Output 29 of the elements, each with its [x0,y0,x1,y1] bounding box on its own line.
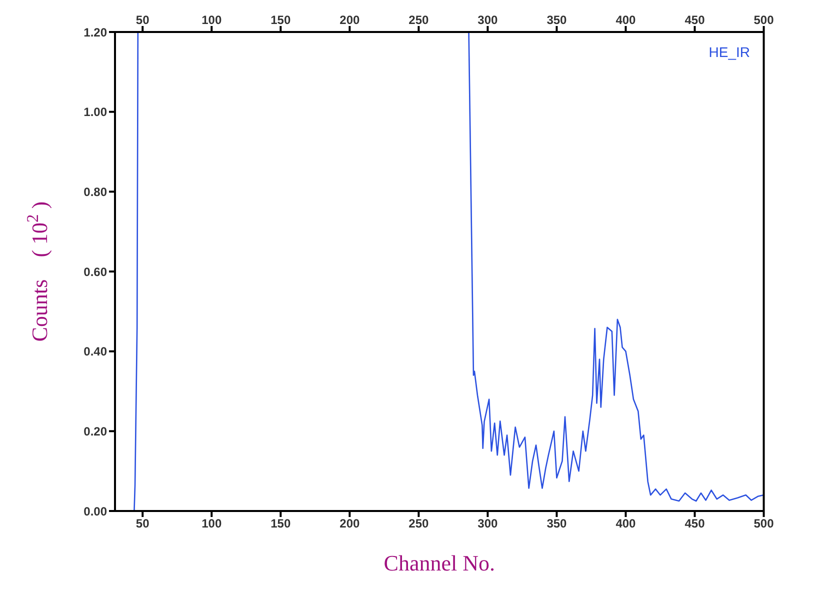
y-tick-label: 0.80 [84,184,108,199]
x-tick-label: 250 [408,13,430,27]
y-tick-label: 0.20 [84,424,108,438]
x-axis-title: Channel No. [384,550,495,576]
y-tick-label: 0.40 [84,344,108,359]
text: HE_IR [708,44,750,60]
x-tick-label: 350 [546,13,568,27]
x2-tick-label: 100 [202,516,222,531]
x2-tick-label: 150 [270,516,291,531]
x-tick-label: 300 [478,13,498,27]
x-tick-label: 400 [616,13,636,27]
x2-tick-label: 500 [754,516,774,531]
x-tick-label: 100 [202,13,222,27]
x2-tick-label: 50 [136,516,150,531]
x2-tick-label: 250 [408,516,430,531]
y-tick-label: 1.00 [84,105,108,120]
x2-tick-label: 200 [340,516,360,531]
y-tick-label: 1.20 [84,25,108,40]
y-tick-label: 0.00 [84,504,108,518]
y-tick-label: 0.60 [84,264,108,279]
x2-tick-label: 450 [684,516,706,531]
x2-tick-label: 400 [616,516,636,531]
x-tick-label: 500 [754,13,774,27]
x-tick-label: 150 [270,13,291,27]
x2-tick-label: 350 [546,516,568,531]
x2-tick-label: 300 [478,516,498,531]
x-tick-label: 450 [684,13,706,27]
x-tick-label: 200 [340,13,360,27]
x-tick-label: 50 [136,13,150,27]
